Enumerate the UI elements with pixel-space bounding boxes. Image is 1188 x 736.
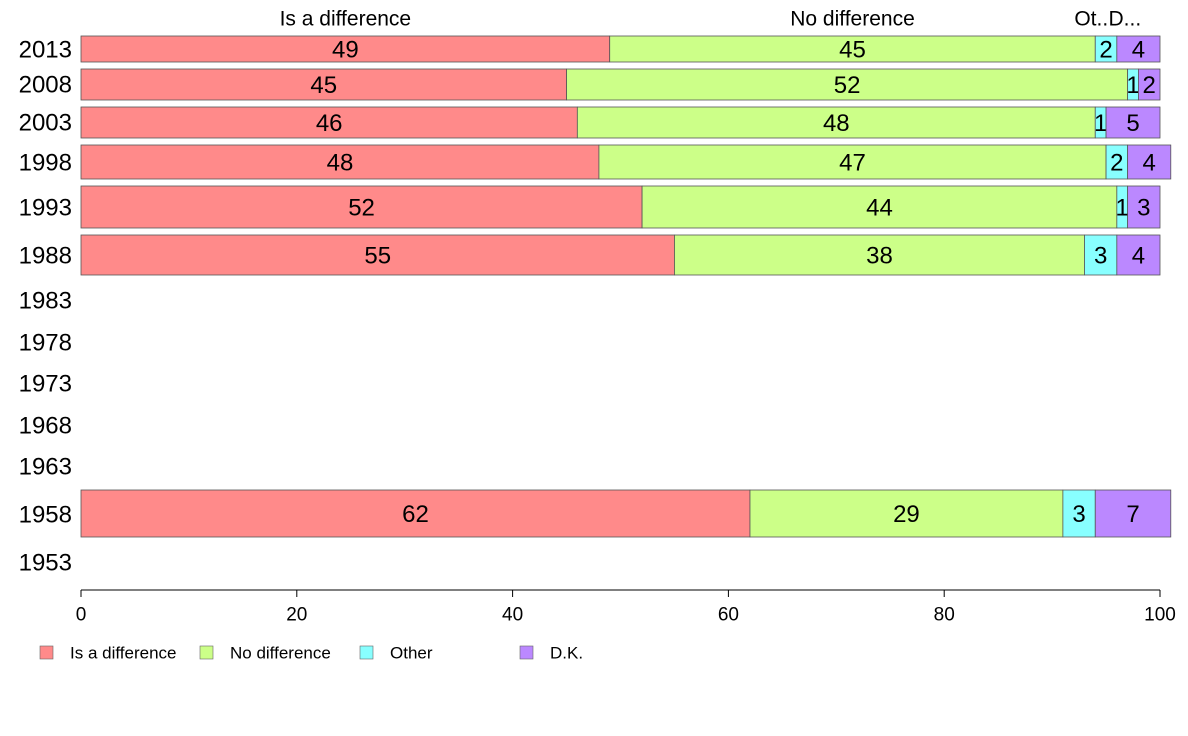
year-label-1998: 1998 xyxy=(19,150,72,177)
data-label-2013-d-k-: 4 xyxy=(1132,37,1145,64)
year-label-1988: 1988 xyxy=(19,243,72,270)
year-label-1983: 1983 xyxy=(19,288,72,315)
x-tick-label-20: 20 xyxy=(286,605,307,626)
data-label-1958-d-k-: 7 xyxy=(1126,501,1139,528)
bar-2013-no-difference xyxy=(609,35,1096,63)
data-label-2003-no-difference: 48 xyxy=(823,110,850,137)
bar-2003-d-k- xyxy=(1105,106,1161,139)
year-label-2003: 2003 xyxy=(19,110,72,137)
x-tick-label-40: 40 xyxy=(502,605,523,626)
bar-1988-d-k- xyxy=(1116,234,1161,276)
bar-2008-no-difference xyxy=(566,68,1129,101)
bar-1993-is-a-difference xyxy=(80,185,643,229)
top-label-d-k-: D... xyxy=(1109,8,1142,31)
legend-swatch-d-k- xyxy=(519,645,534,660)
data-label-1993-other: 1 xyxy=(1116,195,1129,222)
top-label-no-difference: No difference xyxy=(790,8,915,31)
data-label-2008-no-difference: 52 xyxy=(834,72,861,99)
data-label-1993-no-difference: 44 xyxy=(866,195,893,222)
year-label-2008: 2008 xyxy=(19,72,72,99)
data-label-1988-d-k-: 4 xyxy=(1132,243,1145,270)
legend-label-d-k-: D.K. xyxy=(550,644,583,663)
data-label-1988-no-difference: 38 xyxy=(866,243,893,270)
top-label-is-a-difference: Is a difference xyxy=(280,8,412,31)
bar-1998-d-k- xyxy=(1127,144,1172,180)
year-label-1958: 1958 xyxy=(19,502,72,529)
legend-swatch-is-a-difference xyxy=(39,645,54,660)
bar-1958-other xyxy=(1062,489,1096,538)
bar-1993-no-difference xyxy=(641,185,1118,229)
top-label-other: Ot.. xyxy=(1074,8,1108,31)
data-label-2008-other: 1 xyxy=(1126,72,1139,99)
legend-label-no-difference: No difference xyxy=(230,644,331,663)
bar-1958-is-a-difference xyxy=(80,489,751,538)
year-label-1963: 1963 xyxy=(19,454,72,481)
year-label-1973: 1973 xyxy=(19,371,72,398)
data-label-2013-no-difference: 45 xyxy=(839,37,866,64)
legend-label-is-a-difference: Is a difference xyxy=(70,644,176,663)
bar-2008-is-a-difference xyxy=(80,68,567,101)
legend-swatch-other xyxy=(359,645,374,660)
bar-1988-other xyxy=(1084,234,1118,276)
x-tick-label-0: 0 xyxy=(76,605,87,626)
x-tick-label-80: 80 xyxy=(934,605,955,626)
year-label-1968: 1968 xyxy=(19,413,72,440)
data-label-2003-d-k-: 5 xyxy=(1126,110,1139,137)
x-tick-label-100: 100 xyxy=(1144,605,1176,626)
bar-2003-no-difference xyxy=(576,106,1096,139)
bar-1998-is-a-difference xyxy=(80,144,600,180)
bar-2013-is-a-difference xyxy=(80,35,611,63)
data-label-1958-no-difference: 29 xyxy=(893,501,920,528)
data-label-2013-is-a-difference: 49 xyxy=(332,37,359,64)
year-label-1993: 1993 xyxy=(19,195,72,222)
bar-1998-no-difference xyxy=(598,144,1107,180)
legend-swatch-no-difference xyxy=(199,645,214,660)
data-label-1993-d-k-: 3 xyxy=(1137,195,1150,222)
bar-2003-is-a-difference xyxy=(80,106,578,139)
bar-1958-no-difference xyxy=(749,489,1064,538)
bar-1993-d-k- xyxy=(1127,185,1161,229)
bar-1988-no-difference xyxy=(674,234,1085,276)
data-label-1998-other: 2 xyxy=(1110,150,1123,177)
data-label-2008-is-a-difference: 45 xyxy=(310,72,337,99)
year-label-1978: 1978 xyxy=(19,330,72,357)
data-label-1988-is-a-difference: 55 xyxy=(364,243,391,270)
x-tick-label-60: 60 xyxy=(718,605,739,626)
data-label-1958-is-a-difference: 62 xyxy=(402,501,429,528)
data-label-2003-is-a-difference: 46 xyxy=(316,110,343,137)
year-label-1953: 1953 xyxy=(19,550,72,577)
bar-1958-d-k- xyxy=(1094,489,1172,538)
data-label-1988-other: 3 xyxy=(1094,243,1107,270)
legend-label-other: Other xyxy=(390,644,433,663)
bar-2008-d-k- xyxy=(1138,68,1161,101)
data-label-2013-other: 2 xyxy=(1099,37,1112,64)
data-label-2008-d-k-: 2 xyxy=(1143,72,1156,99)
bar-1988-is-a-difference xyxy=(80,234,675,276)
data-label-1998-d-k-: 4 xyxy=(1143,150,1156,177)
data-label-2003-other: 1 xyxy=(1094,110,1107,137)
data-label-1993-is-a-difference: 52 xyxy=(348,195,375,222)
data-label-1958-other: 3 xyxy=(1072,501,1085,528)
data-label-1998-is-a-difference: 48 xyxy=(327,150,354,177)
year-label-2013: 2013 xyxy=(19,37,72,64)
data-label-1998-no-difference: 47 xyxy=(839,150,866,177)
bar-2013-d-k- xyxy=(1116,35,1161,63)
